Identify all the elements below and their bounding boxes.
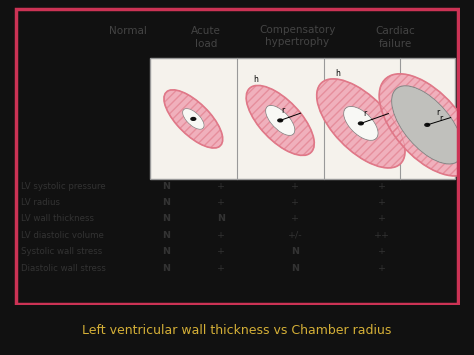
Ellipse shape [344, 106, 378, 140]
Text: Cardiac
failure: Cardiac failure [375, 27, 415, 49]
Text: r: r [439, 114, 442, 123]
Text: +/-: +/- [288, 231, 302, 240]
Text: N: N [163, 263, 171, 273]
Circle shape [277, 118, 283, 122]
Text: Systolic wall stress: Systolic wall stress [21, 247, 102, 256]
Text: LV diastolic volume: LV diastolic volume [21, 231, 104, 240]
Text: N: N [163, 231, 171, 240]
Text: N: N [163, 181, 171, 191]
Text: +: + [378, 263, 386, 273]
Text: N: N [291, 247, 299, 256]
Text: N: N [291, 263, 299, 273]
Text: +: + [378, 214, 386, 223]
Text: +: + [378, 198, 386, 207]
Ellipse shape [392, 86, 463, 164]
Text: r: r [363, 109, 366, 118]
Text: N: N [218, 214, 226, 223]
Text: +: + [218, 263, 226, 273]
Text: h: h [335, 69, 340, 78]
Ellipse shape [344, 107, 378, 140]
Ellipse shape [183, 109, 204, 129]
Text: N: N [163, 247, 171, 256]
Ellipse shape [392, 87, 462, 163]
Text: ++: ++ [374, 231, 390, 240]
Text: +: + [218, 198, 226, 207]
Text: +: + [291, 198, 299, 207]
Text: h: h [253, 75, 258, 84]
Text: +: + [218, 181, 226, 191]
Text: Acute
load: Acute load [191, 27, 221, 49]
Bar [150, 58, 456, 179]
Text: +: + [218, 231, 226, 240]
Circle shape [424, 123, 430, 127]
Text: N: N [163, 214, 171, 223]
Circle shape [190, 117, 196, 121]
Text: +: + [378, 247, 386, 256]
Text: r: r [436, 108, 439, 117]
Ellipse shape [266, 105, 295, 135]
Text: LV wall thickness: LV wall thickness [21, 214, 94, 223]
Ellipse shape [246, 86, 314, 155]
Ellipse shape [317, 79, 405, 168]
Text: LV radius: LV radius [21, 198, 60, 207]
Circle shape [358, 121, 364, 125]
Ellipse shape [164, 90, 223, 148]
Text: +: + [291, 181, 299, 191]
Ellipse shape [183, 109, 204, 129]
Text: N: N [163, 198, 171, 207]
Text: Compensatory
hypertrophy: Compensatory hypertrophy [259, 25, 335, 47]
Text: +: + [291, 214, 299, 223]
Ellipse shape [266, 106, 294, 135]
Text: +: + [218, 247, 226, 256]
Text: +: + [378, 181, 386, 191]
Text: Diastolic wall stress: Diastolic wall stress [21, 263, 106, 273]
Text: Normal: Normal [109, 27, 147, 37]
Text: LV systolic pressure: LV systolic pressure [21, 181, 106, 191]
Text: r: r [281, 106, 284, 115]
Text: Left ventricular wall thickness vs Chamber radius: Left ventricular wall thickness vs Chamb… [82, 324, 392, 337]
Ellipse shape [379, 74, 474, 176]
